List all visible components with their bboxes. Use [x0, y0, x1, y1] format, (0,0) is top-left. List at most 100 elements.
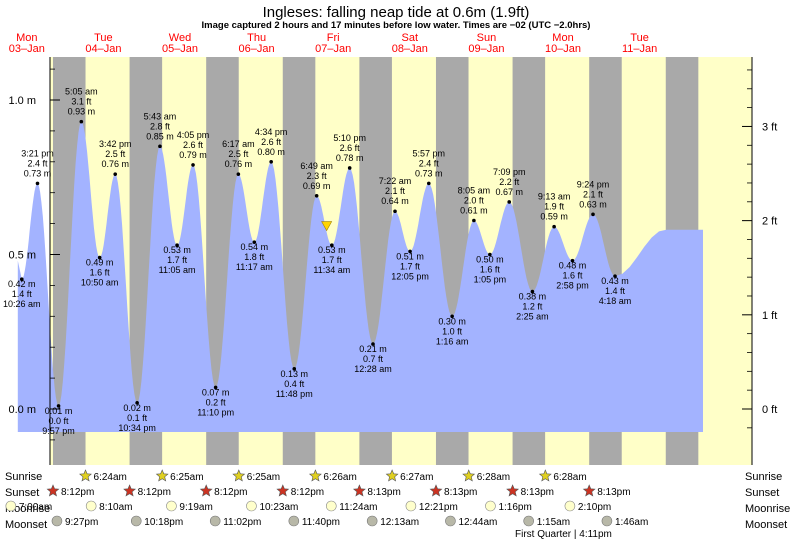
extreme-label: 2.2 ft: [499, 177, 520, 187]
day-label-date: 07–Jan: [315, 43, 351, 55]
extreme-point: [158, 144, 162, 149]
sunset-time: 8:12pm: [138, 487, 171, 498]
day-label-dow: Mon: [16, 32, 37, 44]
moon-phase-note: First Quarter | 4:11pm: [515, 529, 612, 539]
extreme-label: 1.2 ft: [522, 302, 543, 312]
extreme-label: 0.21 m: [359, 344, 387, 354]
moonset-time: 1:15am: [537, 517, 570, 528]
sunset-time: 8:12pm: [61, 487, 94, 498]
extreme-point: [236, 172, 241, 176]
extreme-label: 0.79 m: [179, 150, 207, 160]
extreme-label: 0.73 m: [24, 168, 52, 178]
moonset-time: 11:40pm: [302, 517, 340, 528]
tide-curve: [17, 121, 703, 432]
extreme-label: 0.0 ft: [49, 416, 70, 426]
moonrise-icon: [485, 500, 496, 512]
extreme-label: 0.38 m: [519, 292, 547, 302]
extreme-label: 6:49 am: [300, 161, 333, 171]
extreme-label: 0.51 m: [396, 251, 424, 261]
extreme-label: 1.6 ft: [90, 268, 111, 278]
extreme-point: [408, 249, 412, 254]
extreme-label: 2.0 ft: [464, 196, 485, 206]
day-label-date: 03–Jan: [9, 43, 45, 55]
day-label-date: 09–Jan: [468, 43, 504, 55]
extreme-label: 9:13 am: [538, 192, 571, 202]
day-label-dow: Sun: [477, 32, 497, 44]
extreme-label: 0.53 m: [163, 245, 191, 255]
extreme-point: [426, 181, 431, 186]
extreme-label: 7:09 pm: [493, 167, 526, 177]
moonset-icon: [601, 515, 613, 527]
extreme-label: 0.30 m: [438, 316, 466, 326]
sunset-time: 8:13pm: [444, 487, 477, 498]
extreme-label: 0.76 m: [101, 159, 129, 169]
extreme-label: 2.1 ft: [583, 189, 604, 199]
extreme-point: [450, 314, 454, 319]
moonset-icon: [51, 515, 63, 527]
extreme-label: 0.1 ft: [127, 413, 148, 423]
extreme-point: [19, 277, 24, 282]
y-tick-label-ft: 0 ft: [762, 404, 777, 416]
extreme-point: [507, 200, 512, 204]
moonrise-icon: [5, 500, 17, 512]
extreme-label: 11:17 am: [236, 262, 273, 272]
sunrise-icon: [385, 469, 399, 482]
day-label-dow: Sat: [402, 32, 419, 44]
extreme-label: 11:05 am: [159, 265, 196, 275]
sunset-icon: [352, 484, 366, 497]
extreme-label: 2.1 ft: [385, 186, 406, 196]
extreme-label: 5:10 pm: [333, 133, 366, 143]
extreme-label: 2.3 ft: [307, 171, 328, 181]
moonrise-time: 9:19am: [179, 502, 212, 513]
extreme-label: 0.2 ft: [206, 397, 227, 407]
moonset-time: 10:18pm: [144, 517, 183, 528]
extreme-point: [252, 240, 257, 244]
extreme-label: 1.6 ft: [480, 265, 501, 275]
moonrise-time: 12:21pm: [419, 502, 458, 513]
extreme-label: 0.49 m: [86, 258, 114, 268]
plot-area: [17, 57, 752, 465]
day-label-date: 08–Jan: [392, 43, 428, 55]
extreme-label: 1.4 ft: [605, 286, 626, 296]
moonset-icon: [445, 515, 456, 527]
sunset-row-label-left: Sunset: [5, 487, 39, 499]
moonrise-time: 1:16pm: [498, 502, 531, 513]
extreme-label: 0.61 m: [460, 206, 488, 216]
extreme-label: 10:34 pm: [118, 423, 156, 433]
extreme-point: [56, 404, 61, 408]
extreme-label: 11:48 pm: [276, 389, 313, 399]
extreme-point: [530, 289, 535, 294]
extreme-label: 1:16 am: [436, 336, 469, 346]
chart-title: Ingleses: falling neap tide at 0.6m (1.9…: [263, 4, 530, 21]
extreme-point: [113, 172, 118, 176]
extreme-point: [371, 342, 375, 346]
extreme-label: 4:34 pm: [255, 127, 288, 137]
sunset-time: 8:12pm: [214, 487, 247, 498]
extreme-label: 0.59 m: [540, 212, 568, 222]
y-tick-label-ft: 2 ft: [762, 216, 777, 228]
extreme-point: [591, 212, 595, 217]
sunrise-icon: [232, 469, 246, 482]
moonset-icon: [209, 515, 221, 527]
chart-subtitle: Image captured 2 hours and 17 minutes be…: [202, 20, 591, 31]
extreme-label: 0.67 m: [495, 187, 523, 197]
extreme-point: [175, 243, 179, 248]
extreme-point: [613, 274, 617, 278]
sunset-icon: [582, 484, 596, 497]
sunset-icon: [46, 484, 60, 497]
moonrise-icon: [246, 500, 257, 512]
extreme-point: [292, 367, 297, 371]
moonset-icon: [130, 515, 142, 527]
moonset-time: 12:13am: [380, 517, 419, 528]
sunset-icon: [199, 484, 213, 497]
moonrise-row-label-right: Moonrise: [745, 503, 790, 515]
extreme-label: 0.7 ft: [363, 354, 384, 364]
extreme-label: 11:10 pm: [197, 407, 234, 417]
extreme-label: 2.4 ft: [419, 158, 440, 168]
sunrise-row-label-right: Sunrise: [745, 471, 782, 483]
day-label-dow: Mon: [552, 32, 573, 44]
sunrise-time: 6:28am: [553, 472, 586, 483]
extreme-label: 0.53 m: [318, 245, 346, 255]
extreme-label: 0.78 m: [336, 153, 364, 163]
